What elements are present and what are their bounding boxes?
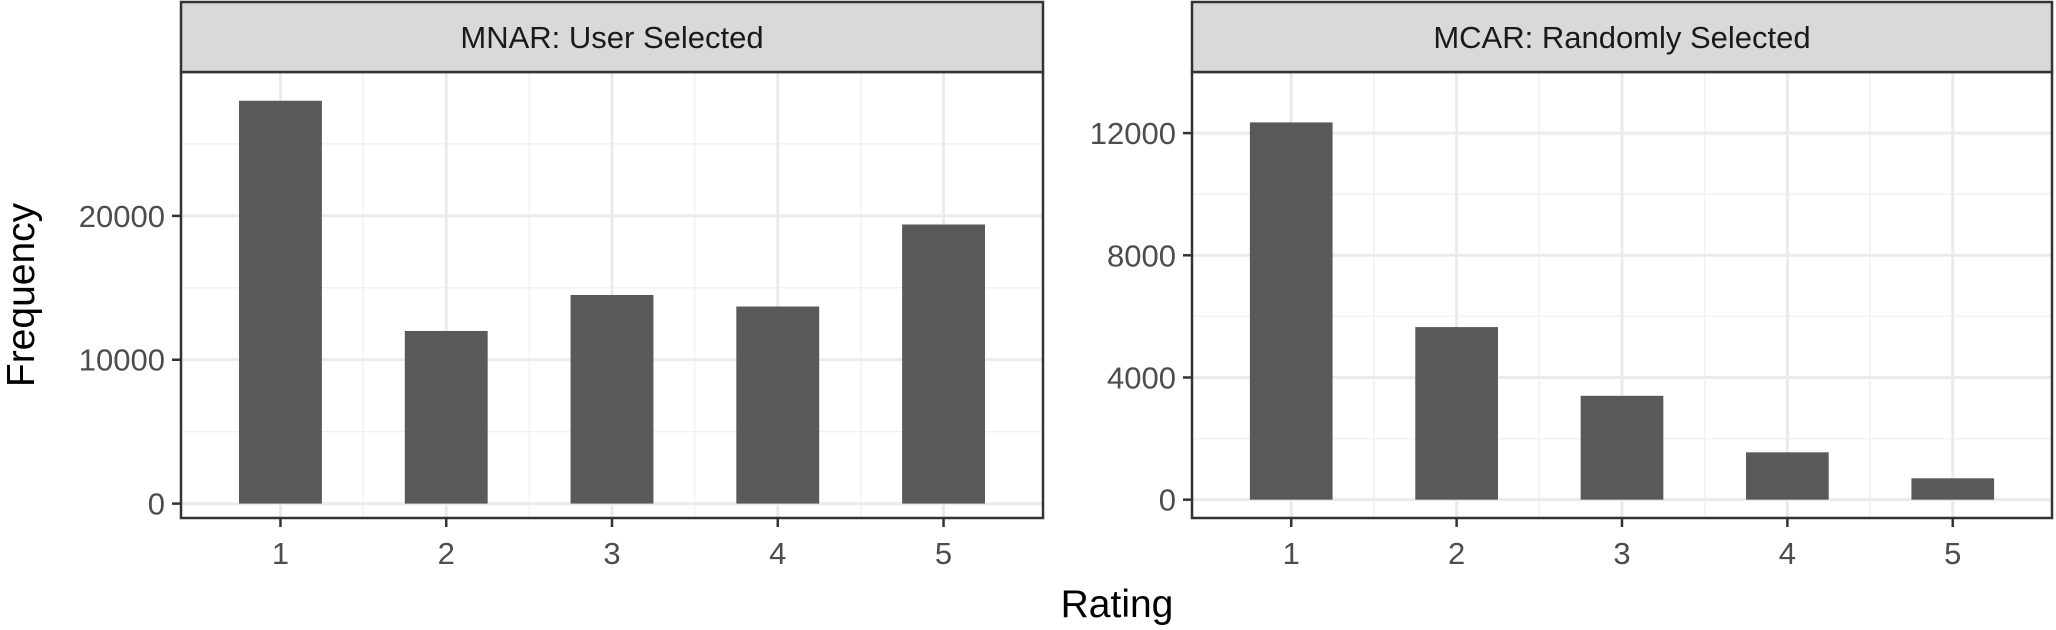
bar-4	[1746, 452, 1829, 500]
x-tick-label: 1	[1283, 536, 1300, 571]
panel-2: MCAR: Randomly Selected 0 4000 8000 12000 1 2 3…	[1090, 0, 2054, 571]
facet-title: MCAR: Randomly Selected	[1433, 20, 1810, 55]
y-tick-label: 10000	[79, 343, 165, 378]
x-tick-label: 2	[1448, 536, 1465, 571]
y-tick-label: 8000	[1107, 238, 1176, 273]
bar-3	[1580, 395, 1664, 500]
facet-title: MNAR: User Selected	[460, 20, 763, 55]
facet-strip	[179, 0, 1045, 74]
bar-2	[404, 330, 488, 504]
bar-4	[736, 306, 820, 504]
x-tick-label: 4	[769, 536, 786, 571]
x-tick-label: 2	[438, 536, 455, 571]
y-axis-title: Frequency	[0, 202, 43, 387]
x-tick-label: 5	[1944, 536, 1961, 571]
x-tick-label: 3	[603, 536, 620, 571]
y-tick-label: 4000	[1107, 360, 1176, 395]
bar-3	[570, 295, 654, 504]
x-axis-title: Rating	[1061, 583, 1174, 626]
x-tick-label: 3	[1613, 536, 1630, 571]
panel-1: MNAR: User Selected 0 10000 20000 1 2 3 4 5	[79, 0, 1045, 571]
y-tick-label: 12000	[1090, 116, 1176, 151]
bar-5	[1911, 478, 1995, 500]
bar-1	[239, 100, 322, 504]
bar-2	[1415, 327, 1498, 500]
x-tick-label: 4	[1779, 536, 1796, 571]
facet-strip	[1190, 0, 2054, 74]
bar-1	[1249, 122, 1333, 500]
y-tick-label: 0	[148, 487, 165, 522]
x-tick-label: 1	[272, 536, 289, 571]
x-tick-label: 5	[935, 536, 952, 571]
bar-5	[902, 224, 985, 504]
y-tick-label: 0	[1159, 483, 1176, 518]
y-tick-label: 20000	[79, 199, 165, 234]
